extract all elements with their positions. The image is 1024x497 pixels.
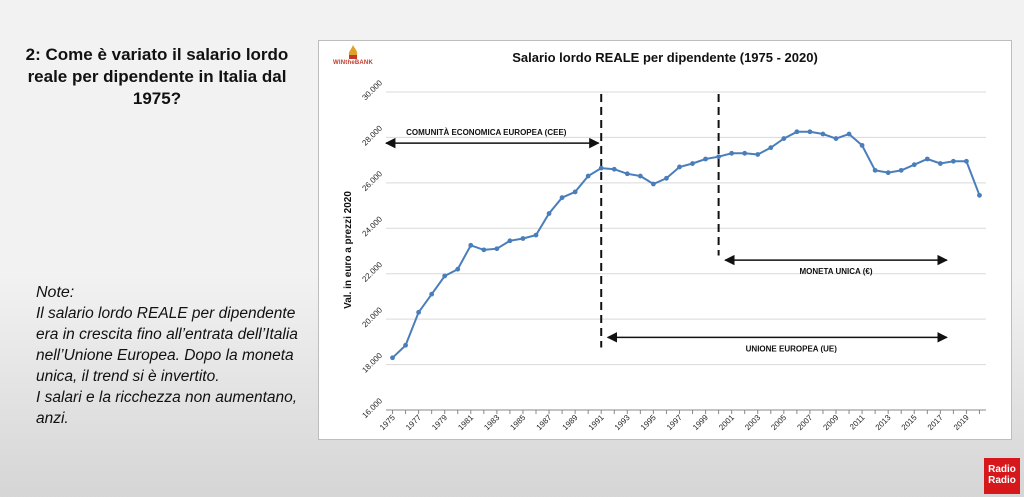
badge-line-1: Radio [988, 464, 1016, 475]
x-tick-label: 1989 [561, 413, 580, 432]
data-point [950, 158, 956, 164]
data-point [611, 166, 617, 172]
data-point [729, 150, 735, 156]
data-point [924, 156, 930, 162]
x-tick-label: 2011 [848, 413, 867, 432]
y-tick-label: 22.000 [360, 260, 384, 284]
data-point [794, 129, 800, 135]
cee-label: COMUNITÀ ECONOMICA EUROPEA (CEE) [406, 128, 567, 137]
data-point [742, 150, 748, 156]
y-tick-label: 18.000 [360, 351, 384, 375]
x-tick-label: 2013 [874, 413, 893, 432]
x-tick-label: 1981 [456, 413, 475, 432]
x-tick-label: 2019 [952, 413, 971, 432]
data-point [716, 154, 722, 160]
data-point [690, 161, 695, 166]
x-tick-label: 2001 [717, 413, 736, 432]
x-tick-label: 2015 [900, 413, 919, 432]
y-tick-label: 16.000 [360, 396, 384, 420]
data-point [468, 242, 474, 248]
data-point [429, 291, 435, 297]
logo: WINtheBANK [331, 45, 375, 71]
logo-flame-icon [348, 45, 358, 59]
x-tick-label: 1991 [587, 413, 606, 432]
data-point [585, 173, 591, 179]
logo-text: WINtheBANK [333, 60, 373, 66]
data-point [624, 171, 630, 177]
x-tick-label: 2017 [926, 413, 945, 432]
x-tick-label: 1999 [691, 413, 710, 432]
data-point [768, 145, 774, 151]
data-point [442, 273, 448, 279]
ue-label: UNIONE EUROPEA (UE) [746, 344, 838, 353]
data-point [898, 167, 904, 173]
data-point [533, 232, 539, 238]
x-tick-label: 2005 [769, 413, 788, 432]
data-point [520, 236, 526, 241]
data-point [650, 181, 656, 187]
x-tick-label: 1997 [665, 413, 684, 432]
data-point [507, 238, 513, 244]
data-point [964, 158, 969, 164]
x-tick-label: 1987 [535, 413, 554, 432]
x-tick-label: 2003 [743, 413, 762, 432]
y-tick-label: 28.000 [360, 123, 384, 147]
data-point [911, 162, 917, 168]
x-tick-label: 2007 [795, 413, 814, 432]
data-point [572, 189, 578, 195]
data-point [455, 266, 461, 272]
y-tick-label: 30.000 [360, 78, 384, 102]
data-point [546, 211, 552, 216]
y-tick-label: 24.000 [360, 214, 384, 238]
slide-title: 2: Come è variato il salario lordo reale… [25, 45, 289, 108]
annotation-layer: COMUNITÀ ECONOMICA EUROPEA (CEE) UNIONE E… [384, 94, 948, 353]
notes-body: Il salario lordo REALE per dipendente er… [36, 305, 298, 385]
data-point [846, 131, 852, 137]
series-line [391, 130, 981, 359]
data-point [820, 131, 826, 137]
x-tick-label: 1985 [508, 413, 527, 432]
data-point [885, 170, 891, 176]
data-point [494, 246, 500, 252]
y-tick-label: 26.000 [360, 169, 384, 193]
data-point [481, 247, 487, 253]
x-tick-label: 1983 [482, 413, 501, 432]
data-point [416, 309, 422, 315]
data-point [559, 195, 565, 201]
grid-layer [386, 91, 986, 411]
data-point [807, 129, 813, 135]
data-point [390, 355, 395, 361]
badge-line-2: Radio [988, 475, 1016, 486]
data-point [755, 152, 761, 157]
x-tick-label: 2009 [821, 413, 840, 432]
x-tick-label: 1975 [378, 413, 397, 432]
y-axis-label: Val. in euro a prezzi 2020 [343, 191, 354, 309]
data-point [637, 173, 643, 179]
data-point [977, 192, 982, 198]
notes-heading: Note: [36, 284, 75, 301]
series-layer [390, 129, 982, 361]
notes-block: Note: Il salario lordo REALE per dipende… [36, 282, 298, 429]
data-point [403, 342, 408, 348]
radio-radio-badge: Radio Radio [984, 458, 1020, 494]
data-point [598, 165, 604, 171]
x-tick-label: 1995 [639, 413, 658, 432]
data-point [664, 175, 669, 181]
data-point [833, 136, 839, 141]
notes-conclusion: I salari e la ricchezza non aumentano, a… [36, 389, 298, 427]
x-tick-label: 1979 [430, 413, 449, 432]
x-tick-label: 1977 [404, 413, 423, 432]
data-point [937, 161, 943, 166]
data-point [703, 156, 708, 162]
y-tick-label: 20.000 [360, 305, 384, 329]
x-tick-label: 1993 [613, 413, 632, 432]
data-point [677, 164, 682, 170]
chart-panel [318, 40, 1012, 440]
data-point [781, 136, 787, 141]
data-point [859, 142, 865, 148]
chart-title: Salario lordo REALE per dipendente (1975… [512, 50, 818, 65]
moneta-label: MONETA UNICA (€) [799, 267, 872, 276]
data-point [872, 167, 878, 173]
